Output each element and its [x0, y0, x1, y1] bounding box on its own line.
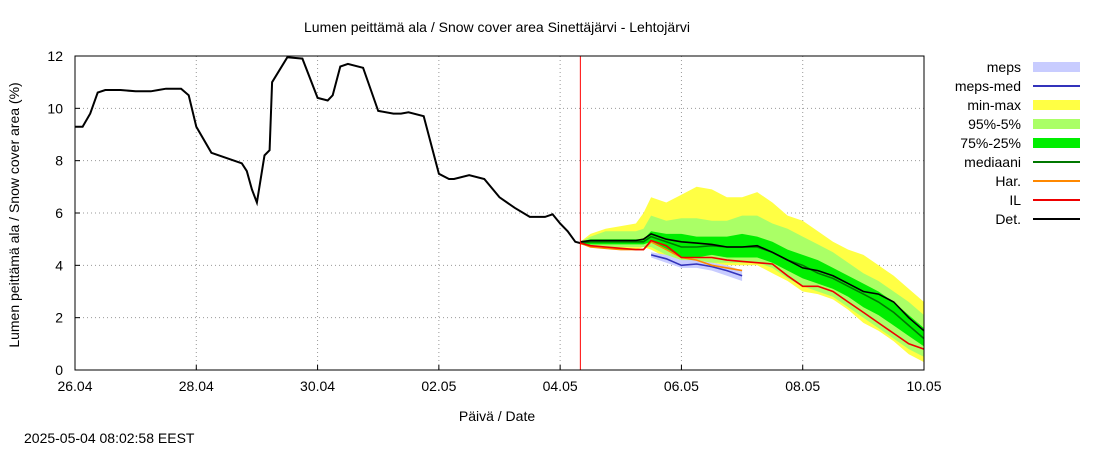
legend-label: Det.	[995, 211, 1021, 227]
legend-label: meps	[987, 59, 1021, 75]
legend-swatch	[1033, 62, 1080, 72]
legend-label: meps-med	[955, 78, 1021, 94]
series-lines	[75, 56, 925, 350]
series-meps-med-line	[650, 254, 743, 277]
y-tick-label: 8	[55, 153, 63, 169]
legend-label: Har.	[995, 173, 1021, 189]
x-axis-label: Päivä / Date	[459, 408, 535, 424]
x-tick-label: 26.04	[57, 378, 92, 394]
series-il-line	[580, 239, 925, 350]
y-tick-label: 4	[55, 257, 63, 273]
band-meps	[651, 252, 743, 281]
legend-swatch	[1033, 119, 1080, 129]
y-tick-label: 6	[55, 205, 63, 221]
x-tick-label: 08.05	[785, 378, 820, 394]
legend-swatch	[1033, 138, 1080, 148]
chart-title: Lumen peittämä ala / Snow cover area Sin…	[304, 19, 690, 35]
x-tick-label: 02.05	[421, 378, 456, 394]
legend-label: 75%-25%	[960, 135, 1021, 151]
x-tick-label: 10.05	[906, 378, 941, 394]
band-95-5-	[580, 215, 924, 357]
y-tick-label: 10	[47, 100, 63, 116]
y-tick-label: 2	[55, 310, 63, 326]
series-det--line	[580, 233, 925, 332]
series-observed-line	[75, 56, 581, 245]
legend-label: IL	[1009, 192, 1021, 208]
x-axis-ticks: 26.04 28.04 30.04 02.05 04.05 06.05 08.05 10.05	[57, 365, 942, 394]
x-tick-label: 28.04	[179, 378, 214, 394]
y-axis-ticks: 0 2 4 6 8 10 12	[47, 48, 80, 378]
y-axis-label: Lumen peittämä ala / Snow cover area (%)	[6, 82, 22, 347]
legend-label: 95%-5%	[968, 116, 1021, 132]
forecast-bands	[580, 186, 924, 363]
legend-label: mediaani	[964, 154, 1021, 170]
x-tick-label: 04.05	[543, 378, 578, 394]
x-tick-label: 30.04	[300, 378, 335, 394]
grid-lines	[75, 56, 924, 370]
legend-swatch	[1033, 100, 1080, 110]
series-har--line	[580, 240, 743, 272]
timestamp: 2025-05-04 08:02:58 EEST	[24, 430, 195, 446]
band-75-25-	[580, 231, 924, 347]
x-tick-label: 06.05	[664, 378, 699, 394]
legend: meps meps-med min-max 95%-5% 75%-25% mediaani…	[955, 59, 1080, 227]
legend-label: min-max	[967, 97, 1021, 113]
y-tick-label: 12	[47, 48, 63, 64]
y-tick-label: 0	[55, 362, 63, 378]
